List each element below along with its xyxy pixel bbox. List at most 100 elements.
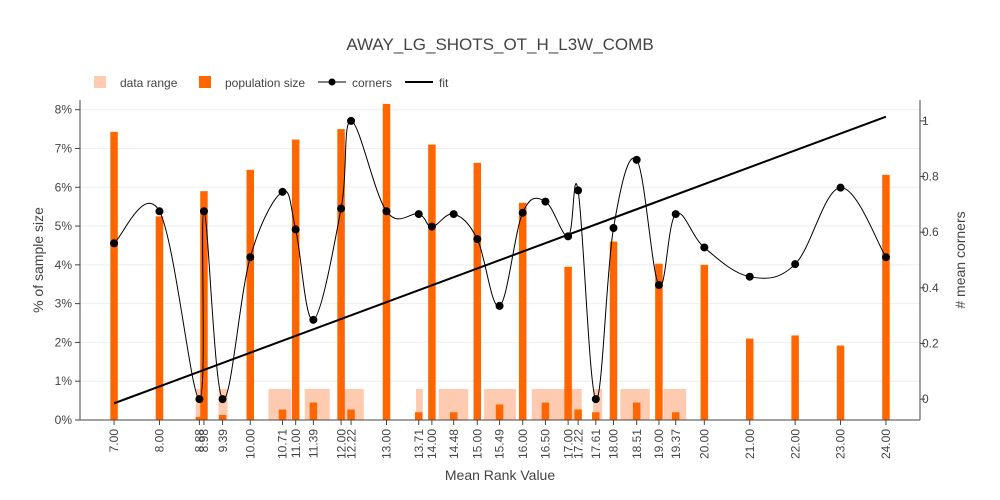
population-bar-21	[592, 412, 600, 420]
corners-marker-15	[473, 235, 482, 244]
corners-marker-9	[337, 204, 346, 213]
population-bar-25	[671, 412, 680, 420]
corners-marker-29	[836, 183, 845, 192]
population-bar-6	[278, 409, 287, 420]
x-axis-ticks: 7.00 8.00 8.888.98 9.39 10.00 10.71 11.00 11.39…	[107, 420, 893, 459]
x-tick-label-16: 15.49	[493, 429, 507, 459]
corners-marker-22	[609, 224, 618, 232]
x-tick-label-28: 22.00	[788, 429, 802, 459]
population-bar-9	[337, 129, 345, 420]
y-tick-label-4: 4%	[55, 258, 73, 272]
data-range-bar-1	[218, 388, 228, 420]
y-tick-label-6: 6%	[55, 180, 73, 194]
chart-title: AWAY_LG_SHOTS_OT_H_L3W_COMB	[346, 35, 653, 54]
x-tick-label-19: 17.00	[561, 429, 575, 459]
population-bar-11	[382, 103, 391, 420]
legend-item-data-range[interactable]: data range	[94, 76, 178, 90]
corners-marker-14	[449, 210, 458, 219]
population-bar-20	[574, 409, 582, 420]
y-tick-label-1: 1%	[55, 374, 73, 388]
legend-swatch-data-range	[94, 76, 106, 88]
population-bars	[110, 103, 890, 420]
x-tick-label-5: 10.00	[243, 429, 257, 459]
x-tick-label-12: 13.71	[412, 429, 426, 459]
x-tick-label-20: 17.22	[571, 429, 585, 459]
population-bar-28	[791, 335, 799, 420]
legend-swatch-corners-marker	[328, 78, 336, 86]
corners-marker-2	[195, 395, 204, 404]
population-bar-0	[110, 131, 118, 420]
fit-line-group	[113, 115, 887, 405]
corners-marker-26	[700, 243, 709, 252]
y-tick-label-5: 5%	[55, 219, 73, 233]
y2-tick-label-2: 0.4	[922, 281, 939, 295]
population-bar-23	[632, 402, 641, 420]
population-bar-22	[609, 241, 618, 420]
x-tick-label-8: 11.39	[307, 429, 321, 458]
data-range-bar-4	[341, 388, 364, 420]
x-tick-label-2: 8.88	[193, 429, 207, 453]
population-bar-5	[246, 169, 255, 420]
population-bar-2	[195, 416, 204, 420]
population-bar-26	[700, 264, 709, 420]
y2-tick-label-3: 0.6	[922, 225, 939, 239]
y-axis-ticks: 0% 1% 2% 3% 4% 5% 6% 7% 8%	[55, 103, 80, 427]
x-tick-label-18: 16.50	[539, 429, 553, 459]
corners-marker-5	[246, 253, 255, 262]
corners-marker-23	[632, 155, 641, 164]
y-tick-label-0: 0%	[55, 413, 73, 427]
population-bar-3	[200, 191, 208, 420]
corners-marker-27	[745, 272, 754, 281]
population-bar-10	[347, 409, 355, 420]
corners-marker-20	[574, 186, 583, 195]
x-tick-label-13: 14.00	[425, 429, 439, 459]
y2-tick-label-5: 1	[922, 114, 929, 128]
population-bar-16	[495, 404, 504, 420]
y-tick-label-8: 8%	[55, 103, 73, 117]
population-bar-14	[449, 412, 458, 420]
y-tick-label-7: 7%	[55, 141, 73, 155]
corners-marker-24	[654, 281, 663, 290]
corners-marker-18	[541, 197, 550, 206]
corners-marker-1	[155, 207, 164, 216]
fit-line	[113, 115, 887, 405]
y2-tick-label-4: 0.8	[922, 170, 939, 184]
corners-marker-6	[278, 187, 287, 196]
legend-item-fit[interactable]: fit	[405, 76, 449, 90]
x-tick-label-11: 13.00	[380, 429, 394, 459]
legend-item-corners[interactable]: corners	[318, 76, 392, 90]
population-bar-24	[655, 263, 663, 420]
x-tick-label-7: 11.00	[289, 429, 303, 458]
legend[interactable]: data range population size corners fit	[94, 76, 449, 90]
legend-item-population[interactable]: population size	[199, 76, 305, 90]
corners-marker-10	[347, 116, 356, 125]
population-bar-19	[564, 266, 572, 420]
y-tick-label-2: 2%	[55, 335, 73, 349]
population-bar-29	[836, 345, 845, 420]
population-bar-7	[291, 139, 300, 420]
corners-marker-3	[199, 207, 208, 216]
y2-tick-label-0: 0	[922, 392, 929, 406]
legend-label-population: population size	[225, 76, 305, 90]
x-tick-label-0: 7.00	[107, 429, 121, 453]
legend-swatch-population	[199, 76, 211, 88]
x-tick-label-23: 18.51	[630, 429, 644, 459]
x-tick-label-10: 12.22	[344, 429, 358, 459]
corners-marker-19	[564, 232, 573, 241]
corners-marker-13	[427, 222, 436, 231]
population-bar-27	[745, 338, 754, 420]
x-axis-title: Mean Rank Value	[445, 467, 555, 483]
x-tick-label-21: 17.61	[589, 429, 603, 459]
population-bar-12	[414, 412, 423, 420]
x-tick-label-27: 21.00	[743, 429, 757, 459]
corners-marker-8	[309, 315, 318, 324]
corners-marker-30	[881, 253, 890, 262]
legend-label-fit: fit	[439, 76, 449, 90]
corners-marker-16	[495, 301, 504, 310]
x-tick-label-17: 16.00	[516, 429, 530, 459]
data-range-bar-12	[663, 388, 687, 420]
data-range-bar-9	[570, 388, 582, 420]
x-tick-label-29: 23.00	[834, 429, 848, 459]
corners-marker-17	[518, 208, 527, 217]
